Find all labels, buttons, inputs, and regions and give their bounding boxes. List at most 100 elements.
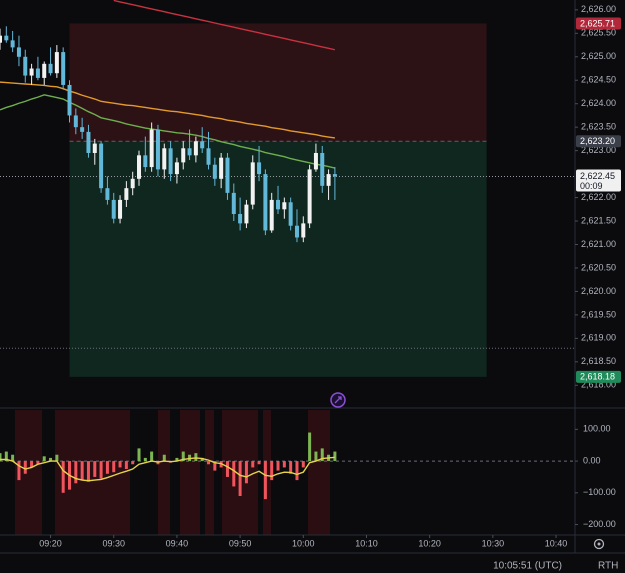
candle-body [118, 199, 123, 219]
y-tick-label: 2,618.00 [581, 380, 616, 390]
histogram-bar [137, 448, 141, 462]
candle-body [99, 143, 104, 189]
settings-icon-gear[interactable] [593, 538, 605, 550]
settings-icon[interactable] [593, 538, 605, 550]
settings-icon-core[interactable] [597, 542, 601, 546]
y-tick-label: 2,618.50 [581, 356, 616, 366]
x-tick-label: 09:30 [102, 538, 125, 548]
histogram-bar [194, 453, 198, 462]
candle-body [16, 47, 21, 57]
x-tick-label: 10:10 [355, 538, 378, 548]
x-tick-label: 09:50 [229, 538, 252, 548]
histogram-bar [257, 461, 261, 465]
histogram-bar [320, 448, 324, 462]
histogram-bar [213, 461, 217, 471]
candle-body [0, 35, 2, 43]
shade [308, 410, 330, 535]
candle-body [48, 63, 53, 74]
histogram-bar [61, 461, 65, 493]
y-tick-label: 2,619.00 [581, 333, 616, 343]
candle-body [130, 178, 135, 189]
candle-body [168, 148, 173, 175]
candle-body [219, 157, 224, 179]
session: RTH [598, 561, 618, 572]
shade [55, 410, 130, 535]
candle-body [149, 129, 154, 168]
shade [180, 410, 200, 535]
y-tick-label: 2,626.00 [581, 4, 616, 14]
candle-body [257, 162, 262, 175]
signal-line [0, 456, 335, 482]
candle-body [269, 199, 274, 231]
histogram-bar [181, 451, 185, 462]
y-tick-label: 2,620.00 [581, 286, 616, 296]
histogram-bar [282, 461, 286, 468]
histogram-bar [93, 461, 97, 477]
y-tick-label: 2,624.50 [581, 75, 616, 85]
histogram-bar [225, 461, 229, 477]
price-panel [0, 0, 575, 377]
candle-body [225, 157, 230, 193]
x-tick-label: 09:20 [39, 538, 62, 548]
candle-body [73, 115, 78, 128]
histogram-bar [55, 454, 59, 462]
y-tick-label: 2,621.00 [581, 239, 616, 249]
candle-body [238, 213, 243, 224]
last-price-tag [576, 169, 621, 192]
y-tick-label: 2,624.00 [581, 98, 616, 108]
histogram-bar [244, 461, 248, 484]
bar-countdown: 00:09 [580, 181, 603, 191]
alert-icon-arrow[interactable] [334, 396, 342, 404]
x-tick-label: 10:00 [292, 538, 315, 548]
candle-body [282, 202, 287, 210]
candle-body [294, 225, 299, 238]
shade [205, 410, 214, 535]
candle-body [92, 143, 97, 153]
histogram-bar [124, 461, 128, 470]
shade [263, 410, 271, 535]
y-tick-label: 2,619.50 [581, 309, 616, 319]
candle-body [301, 223, 306, 238]
candle-body [29, 68, 34, 76]
candle-body [111, 199, 116, 219]
candle-body [42, 63, 47, 78]
candle-body [10, 40, 15, 48]
y-tick-label: 2,625.50 [581, 28, 616, 38]
histogram-bar [200, 457, 204, 462]
clock: 10:05:51 (UTC) [493, 561, 562, 572]
last-price-label: 2,622.45 [580, 171, 615, 181]
y-tick-label: −200.00 [583, 519, 616, 529]
candle-body [162, 148, 167, 170]
histogram-bar [112, 461, 116, 473]
y-tick-label: 100.00 [583, 424, 611, 434]
histogram-bar [333, 451, 337, 462]
moving-average [0, 94, 336, 169]
histogram-bar [162, 454, 166, 462]
candle-body [23, 56, 28, 76]
price-tag [576, 17, 621, 30]
histogram-bar [0, 453, 2, 462]
x-tick-label: 10:20 [418, 538, 441, 548]
histogram-bar [23, 461, 27, 474]
candle-body [276, 199, 281, 210]
histogram-bar [36, 461, 40, 465]
candle-body [320, 152, 325, 186]
histogram-bar [17, 461, 21, 481]
histogram-bar [86, 461, 90, 482]
histogram-bar [49, 457, 53, 462]
stop-zone [69, 23, 487, 142]
alert-icon[interactable] [330, 392, 346, 408]
histogram-bar [131, 461, 135, 465]
histogram-bar [232, 461, 236, 487]
moving-average [113, 0, 336, 51]
histogram-bar [314, 451, 318, 462]
candle-body [263, 174, 268, 231]
y-tick-label: 2,623.50 [581, 122, 616, 132]
histogram-bar [238, 461, 242, 496]
candle-body [313, 152, 318, 170]
candle-body [212, 164, 217, 179]
y-tick-label: 2,621.50 [581, 215, 616, 225]
histogram-bar [263, 461, 267, 500]
